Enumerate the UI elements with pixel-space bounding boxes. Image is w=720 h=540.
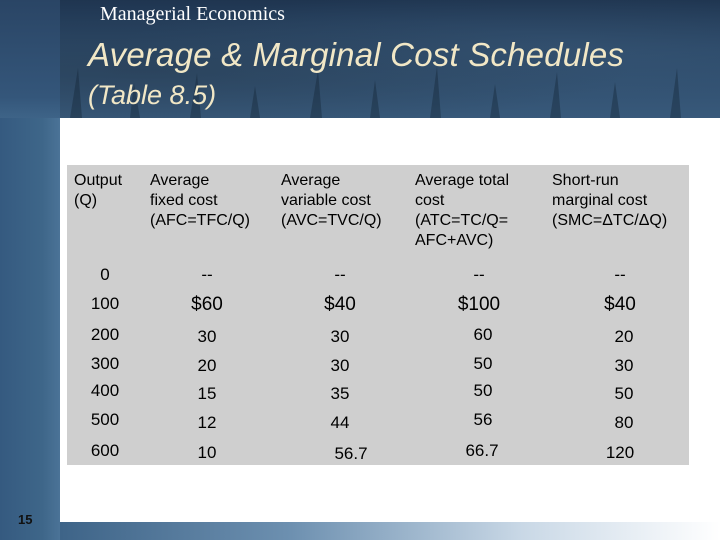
cost-schedule-table: Output (Q) Average fixed cost (AFC=TFC/Q… (67, 165, 689, 465)
table-cell: 15 (197, 384, 217, 403)
table-cell: 500 (90, 410, 120, 429)
page-number: 15 (18, 512, 33, 527)
table-cell: 35 (330, 384, 350, 403)
table-cell: 0 (100, 265, 110, 284)
table-cell: $40 (324, 294, 356, 315)
table-cell: -- (334, 265, 346, 284)
table-cell: $60 (191, 294, 223, 315)
table-cell: 50 (614, 384, 634, 403)
column-header-atc: Average total cost (ATC=TC/Q= AFC+AVC) (415, 172, 509, 249)
table-cell: $40 (604, 294, 636, 315)
course-header: Managerial Economics (100, 3, 285, 25)
table-cell: 12 (197, 413, 217, 432)
table-cell: 80 (614, 413, 634, 432)
table-cell: 30 (330, 327, 350, 346)
table-cell: 50 (473, 381, 493, 400)
column-header-afc: Average fixed cost (AFC=TFC/Q) (150, 172, 250, 229)
title-banner (0, 0, 720, 118)
table-cell: 20 (197, 356, 217, 375)
table-cell: 600 (90, 441, 120, 460)
column-header-smc: Short-run marginal cost (SMC=ΔTC/ΔQ) (552, 172, 668, 229)
table-cell: 56 (473, 410, 493, 429)
table-cell: 30 (614, 356, 634, 375)
slide-title: Average & Marginal Cost Schedules (88, 36, 625, 73)
bottom-gradient-bar (60, 522, 720, 540)
table-cell: 50 (473, 354, 493, 373)
left-decorative-band (0, 0, 60, 540)
table-cell: 66.7 (465, 441, 499, 460)
column-header-output: Output (Q) (74, 172, 123, 209)
slide-subtitle: (Table 8.5) (88, 80, 217, 110)
table-cell: 200 (90, 325, 120, 344)
table-cell: 20 (614, 327, 634, 346)
table-cell: 44 (330, 413, 350, 432)
table-cell: 120 (605, 443, 635, 462)
table-cell: 100 (90, 294, 120, 313)
table-cell: -- (201, 265, 213, 284)
table-cell: -- (473, 265, 485, 284)
table-cell: $100 (457, 294, 501, 315)
plants-background-image (20, 66, 681, 118)
table-cell: -- (614, 265, 626, 284)
table-cell: 56.7 (334, 444, 368, 463)
table-cell: 30 (197, 327, 217, 346)
table-cell: 60 (473, 325, 493, 344)
left-band-shade (0, 118, 60, 540)
table-cell: 30 (330, 356, 350, 375)
table-cell: 10 (197, 443, 217, 462)
table-cell: 300 (90, 354, 120, 373)
table-cell: 400 (90, 381, 120, 400)
column-header-avc: Average variable cost (AVC=TVC/Q) (281, 172, 382, 229)
